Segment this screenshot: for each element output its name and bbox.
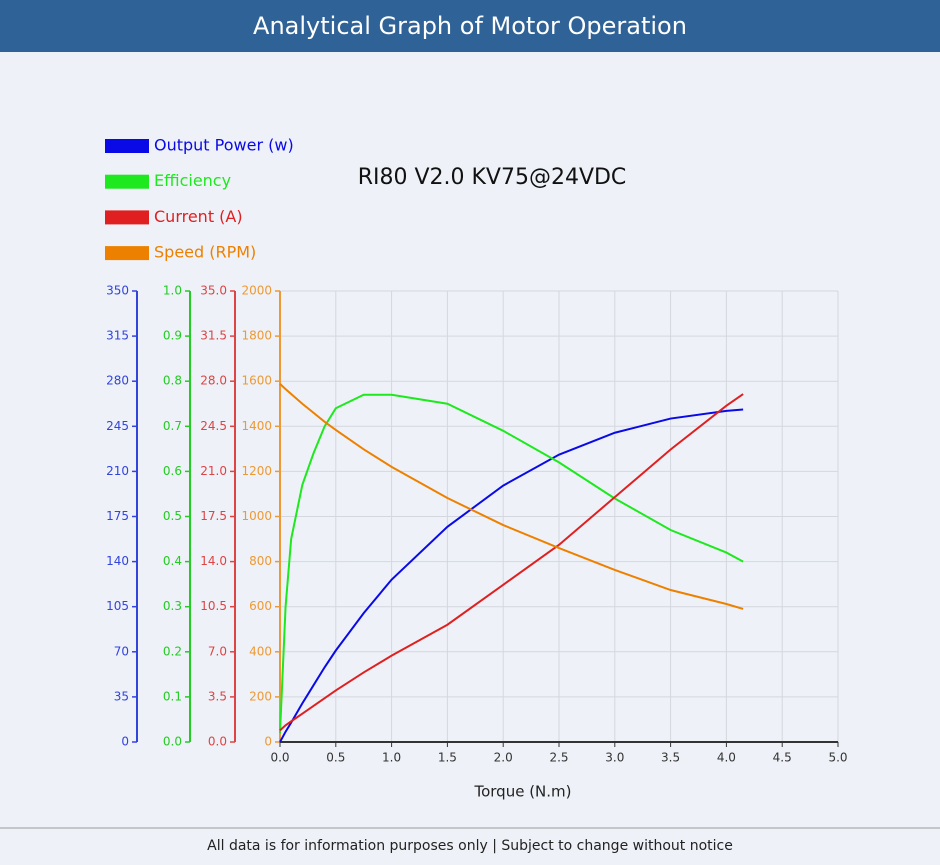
y-tick-label: 0.0 [163,735,182,749]
y-tick-label: 1200 [241,464,272,478]
y-tick-label: 28.0 [200,374,227,388]
y-tick-label: 1.0 [163,284,182,298]
legend-label: Current (A) [154,207,243,226]
x-tick-label: 3.5 [661,751,680,765]
y-tick-label: 0 [121,735,129,749]
series-line [279,408,744,743]
y-tick-label: 35.0 [200,284,227,298]
header-bar [0,0,940,52]
y-tick-label: 210 [106,464,129,478]
y-tick-label: 105 [106,599,129,613]
legend-label: Output Power (w) [154,136,294,155]
x-tick-label: 2.5 [549,751,568,765]
series-line [279,383,744,610]
footer-text: All data is for information purposes onl… [207,838,733,854]
y-tick-label: 1400 [241,419,272,433]
x-tick-label: 4.5 [773,751,792,765]
y-tick-label: 21.0 [200,464,227,478]
y-tick-label: 0.4 [163,554,182,568]
y-tick-label: 0.6 [163,464,182,478]
y-tick-label: 3.5 [208,689,227,703]
y-tick-label: 1800 [241,329,272,343]
y-tick-label: 35 [114,689,129,703]
y-tick-label: 315 [106,329,129,343]
legend-swatch [105,174,149,189]
legend-swatch [105,246,149,261]
y-tick-label: 800 [249,554,272,568]
y-tick-label: 0.1 [163,689,182,703]
y-tick-label: 0.3 [163,599,182,613]
y-tick-label: 280 [106,374,129,388]
y-tick-label: 0.9 [163,329,182,343]
x-tick-label: 5.0 [828,751,847,765]
x-axis-label: Torque (N.m) [473,783,571,801]
y-tick-label: 175 [106,509,129,523]
y-tick-label: 7.0 [208,644,227,658]
y-tick-label: 0 [264,735,272,749]
x-tick-label: 0.5 [326,751,345,765]
y-tick-label: 200 [249,689,272,703]
y-tick-label: 0.8 [163,374,182,388]
series-line [279,393,744,732]
y-tick-label: 0.7 [163,419,182,433]
x-tick-label: 1.5 [438,751,457,765]
page-title: Analytical Graph of Motor Operation [253,12,687,40]
y-tick-label: 0.0 [208,735,227,749]
y-tick-label: 600 [249,599,272,613]
legend-swatch [105,210,149,225]
x-tick-label: 0.0 [270,751,289,765]
y-tick-label: 1000 [241,509,272,523]
y-tick-label: 24.5 [200,419,227,433]
x-tick-label: 4.0 [717,751,736,765]
y-tick-label: 1600 [241,374,272,388]
legend-label: Efficiency [154,171,231,190]
y-tick-label: 70 [114,644,129,658]
y-tick-label: 10.5 [200,599,227,613]
y-tick-label: 2000 [241,284,272,298]
legend-label: Speed (RPM) [154,243,256,262]
y-tick-label: 140 [106,554,129,568]
y-tick-label: 350 [106,284,129,298]
series-line [279,393,744,734]
y-tick-label: 14.0 [200,554,227,568]
x-tick-label: 3.0 [605,751,624,765]
y-tick-label: 17.5 [200,509,227,523]
x-tick-label: 2.0 [494,751,513,765]
x-tick-label: 1.0 [382,751,401,765]
legend-swatch [105,139,149,153]
y-tick-label: 245 [106,419,129,433]
y-tick-label: 400 [249,644,272,658]
chart-subtitle: RI80 V2.0 KV75@24VDC [358,165,627,190]
y-tick-label: 0.5 [163,509,182,523]
y-tick-label: 0.2 [163,644,182,658]
y-tick-label: 31.5 [200,329,227,343]
